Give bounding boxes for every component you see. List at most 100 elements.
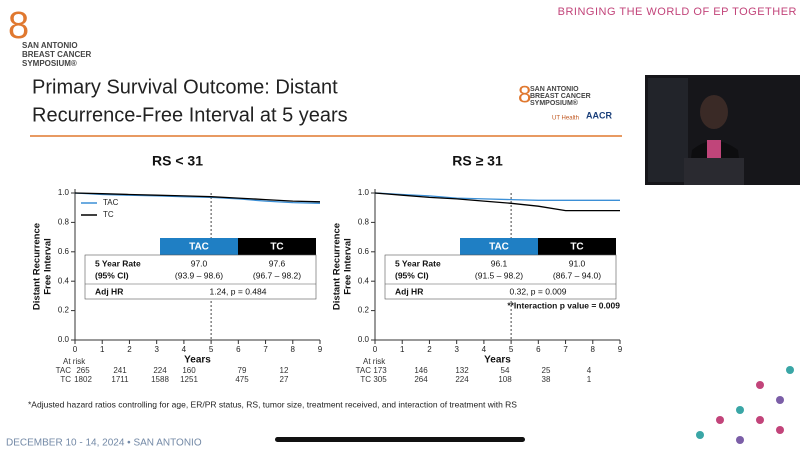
table-header: TC: [270, 242, 283, 253]
home-indicator: [275, 437, 525, 442]
y-tick-label: 0.2: [58, 306, 70, 315]
slide-logo-text: SYMPOSIUM®: [530, 99, 579, 107]
x-tick-label: 3: [154, 345, 159, 354]
y-tick-label: 1.0: [58, 188, 70, 197]
y-axis-label: Free Interval: [343, 238, 354, 295]
at-risk-count: 132: [455, 366, 469, 375]
speaker-top: [707, 140, 721, 160]
x-tick-label: 8: [291, 345, 296, 354]
at-risk-count: 25: [542, 366, 551, 375]
at-risk-count: 54: [501, 366, 510, 375]
y-tick-label: 0.4: [358, 276, 370, 285]
logo-text: SYMPOSIUM®: [22, 59, 77, 68]
at-risk-count: 27: [280, 375, 289, 384]
at-risk-group: TC: [360, 375, 371, 384]
table-cell: (93.9 – 98.6): [175, 270, 223, 280]
at-risk-count: 265: [76, 366, 90, 375]
y-axis-label: Free Interval: [43, 238, 54, 295]
table-header-cell: [160, 238, 238, 255]
y-tick-label: 0.8: [358, 218, 370, 227]
x-tick-label: 0: [373, 345, 378, 354]
dot: [786, 366, 794, 374]
x-tick-label: 7: [263, 345, 268, 354]
km-curve: [374, 192, 620, 201]
at-risk-count: 1588: [151, 375, 169, 384]
table-cell: 5 Year Rate: [95, 258, 141, 268]
logo-mark: 8: [8, 5, 29, 47]
table-cell: 97.6: [269, 258, 286, 268]
podium: [684, 158, 744, 185]
slide-title: Primary Survival Outcome: Distant: [32, 76, 338, 98]
speaker-head: [700, 95, 728, 129]
legend-label: TAC: [103, 198, 119, 207]
at-risk-count: 173: [373, 366, 387, 375]
x-tick-label: 7: [563, 345, 568, 354]
annotation: **Interaction p value = 0.009: [507, 300, 620, 310]
y-tick-label: 0.4: [58, 276, 70, 285]
x-tick-label: 4: [482, 345, 487, 354]
logo-text: SAN ANTONIO: [22, 41, 78, 50]
x-tick-label: 3: [454, 345, 459, 354]
table-header: TAC: [189, 242, 209, 253]
y-tick-label: 0.6: [358, 247, 370, 256]
table-header-cell: [538, 238, 616, 255]
table-header: TC: [570, 242, 583, 253]
video-backdrop: [648, 78, 688, 182]
at-risk-count: 108: [498, 375, 512, 384]
footnote: *Adjusted hazard ratios controlling for …: [28, 399, 517, 409]
table-cell: 91.0: [569, 258, 586, 268]
table-cell: 0.32, p = 0.009: [510, 286, 567, 296]
at-risk-count: 264: [414, 375, 428, 384]
partner-logo: AACR: [586, 110, 612, 120]
table-cell: (95% CI): [95, 270, 129, 280]
at-risk-count: 12: [280, 366, 289, 375]
table-cell: Adj HR: [395, 286, 423, 296]
y-axis-label: Distant Recurrence: [32, 223, 43, 310]
table-cell: 5 Year Rate: [395, 258, 441, 268]
x-tick-label: 5: [209, 345, 214, 354]
at-risk-count: 224: [455, 375, 469, 384]
at-risk-group: TAC: [56, 366, 72, 375]
y-tick-label: 0.0: [58, 335, 70, 344]
table-body: [84, 254, 317, 300]
table-cell: 97.0: [191, 258, 208, 268]
at-risk-count: 1251: [180, 375, 198, 384]
x-tick-label: 9: [618, 345, 623, 354]
km-curve: [74, 192, 321, 203]
dot: [756, 381, 764, 389]
x-axis-label: Years: [484, 355, 511, 366]
x-axis-label: Years: [184, 355, 211, 366]
table-header: TAC: [489, 242, 509, 253]
x-tick-label: 1: [100, 345, 105, 354]
at-risk-group: TC: [60, 375, 71, 384]
dot: [736, 436, 744, 444]
x-tick-label: 9: [318, 345, 323, 354]
logo-text: BREAST CANCER: [22, 50, 92, 59]
x-tick-label: 8: [591, 345, 596, 354]
x-tick-label: 6: [236, 345, 241, 354]
tagline: BRINGING THE WORLD OF EP TOGETHER: [558, 6, 797, 18]
x-tick-label: 2: [427, 345, 432, 354]
at-risk-label: At risk: [63, 357, 86, 366]
at-risk-count: 1802: [74, 375, 92, 384]
table-header-cell: [460, 238, 538, 255]
y-tick-label: 0.8: [58, 218, 70, 227]
slide-title: Recurrence-Free Interval at 5 years: [32, 104, 348, 126]
chart-title: RS ≥ 31: [452, 153, 503, 169]
dot: [696, 431, 704, 439]
table-cell: (96.7 – 98.2): [253, 270, 301, 280]
table-body: [384, 254, 617, 300]
x-tick-label: 0: [73, 345, 78, 354]
at-risk-count: 1: [587, 375, 592, 384]
at-risk-count: 475: [235, 375, 249, 384]
at-risk-count: 160: [182, 366, 196, 375]
table-cell: Adj HR: [95, 286, 123, 296]
km-curve: [74, 192, 321, 204]
y-tick-label: 0.0: [358, 335, 370, 344]
chart-title: RS < 31: [152, 153, 203, 169]
at-risk-count: 1711: [111, 375, 129, 384]
table-header-cell: [238, 238, 316, 255]
x-tick-label: 4: [182, 345, 187, 354]
